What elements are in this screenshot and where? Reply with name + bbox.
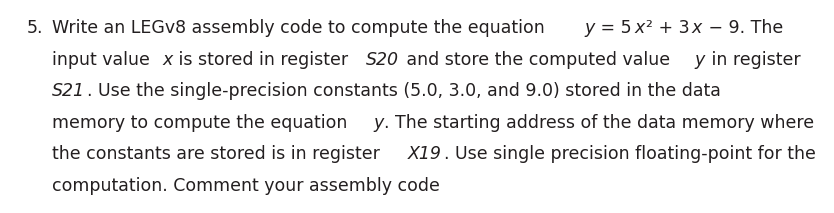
Text: the constants are stored is in register: the constants are stored is in register [52, 145, 385, 163]
Text: x: x [691, 19, 702, 37]
Text: computation. Comment your assembly code: computation. Comment your assembly code [52, 177, 440, 195]
Text: . Use the single-precision constants (5.0, 3.0, and 9.0) stored in the data: . Use the single-precision constants (5.… [87, 82, 721, 100]
Text: Write an LEGv8 assembly code to compute the equation: Write an LEGv8 assembly code to compute … [52, 19, 550, 37]
Text: is stored in register: is stored in register [173, 51, 354, 69]
Text: − 9. The: − 9. The [703, 19, 783, 37]
Text: y: y [584, 19, 595, 37]
Text: . Use single precision floating-point for the: . Use single precision floating-point fo… [445, 145, 816, 163]
Text: y: y [695, 51, 706, 69]
Text: = 5: = 5 [595, 19, 631, 37]
Text: ²: ² [646, 19, 652, 37]
Text: + 3: + 3 [652, 19, 689, 37]
Text: input value: input value [52, 51, 155, 69]
Text: x: x [635, 19, 645, 37]
Text: . The starting address of the data memory where: . The starting address of the data memor… [384, 114, 814, 132]
Text: S21: S21 [52, 82, 85, 100]
Text: in register: in register [706, 51, 801, 69]
Text: 5.: 5. [26, 19, 43, 37]
Text: x: x [163, 51, 173, 69]
Text: X19: X19 [408, 145, 442, 163]
Text: memory to compute the equation: memory to compute the equation [52, 114, 353, 132]
Text: y: y [374, 114, 384, 132]
Text: and store the computed value: and store the computed value [401, 51, 676, 69]
Text: S20: S20 [366, 51, 399, 69]
